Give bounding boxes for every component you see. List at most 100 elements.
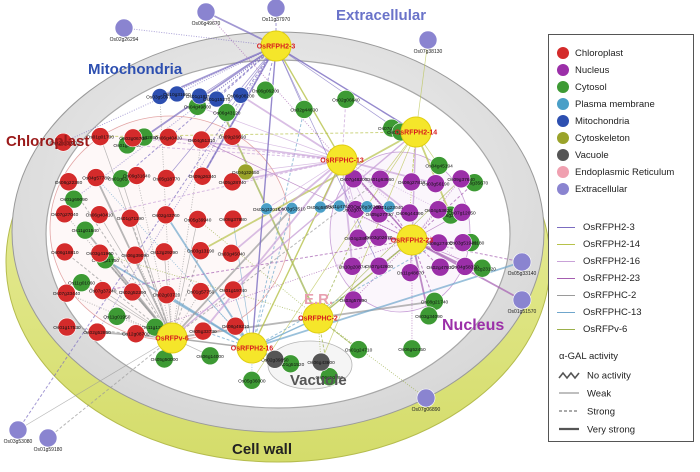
node-label: Os01g46960 (113, 143, 141, 149)
node-circle (416, 388, 436, 408)
node-label: Os02g44630 (290, 107, 318, 113)
node-circle (87, 322, 107, 342)
node-os08g27810: Os08g27810 (398, 172, 426, 192)
edge (99, 214, 173, 339)
legend-line (557, 277, 575, 279)
legend-label: Vacuole (575, 149, 609, 161)
edge (17, 337, 173, 431)
node-circle (402, 339, 422, 359)
node-circle (232, 86, 250, 104)
label-nucleus: Nucleus (442, 317, 504, 334)
node-label: Os02g07800 (342, 208, 370, 214)
node-label: Os03g57890 (339, 298, 367, 304)
node-circle (156, 205, 176, 225)
node-circle (400, 203, 419, 223)
node-circle (223, 127, 242, 146)
hub-osrfphc-2: OsRFPHC-2 (298, 302, 338, 334)
node-label: Os06g06200 (252, 88, 280, 94)
node-circle (123, 128, 143, 148)
legend-dot (557, 149, 569, 161)
node-os02g52290: Os02g52290 (119, 282, 147, 302)
node-os02g44630: Os02g44630 (290, 100, 318, 119)
node-label: Os01g15270 (203, 97, 231, 103)
legend-line (557, 328, 575, 330)
node-circle (123, 282, 142, 302)
node-os09g26690: Os09g26690 (219, 127, 246, 146)
node-os02g07800: Os02g07800 (342, 200, 370, 219)
node-label: Os01g63560 (366, 177, 394, 183)
legend-label: Mitochondria (575, 115, 630, 127)
node-label: Os04g57780 (82, 176, 110, 182)
node-os04g58320: Os04g58320 (451, 257, 479, 276)
node-circle (223, 209, 243, 229)
node-os02g13000: Os02g13000 (50, 132, 77, 152)
hub-label: OsRFPH2-16 (231, 346, 274, 353)
node-os10g20874: Os10g20874 (339, 256, 366, 276)
node-label: Os04g38670 (344, 236, 372, 242)
node-label: Os08g49210 (222, 324, 250, 330)
node-label: Os01g17530 (53, 325, 81, 331)
edge (66, 326, 173, 339)
node-circle (191, 282, 210, 301)
node-label: Os09g37640 (447, 177, 475, 183)
node-circle (285, 202, 299, 215)
node-os03g57890: Os03g57890 (339, 290, 367, 310)
node-os08g37980: Os08g37980 (219, 209, 247, 229)
node-circle (429, 233, 449, 253)
legend-bait-osrfph2-23: OsRFPH2-23 (557, 270, 640, 286)
legend-label: OsRFPHC-13 (583, 306, 642, 318)
node-circle (55, 242, 75, 262)
hub-edge (317, 239, 413, 319)
node-circle (90, 205, 109, 224)
label-chloroplast: Chloroplast (6, 133, 89, 150)
node-label: Os01g32010 (253, 207, 281, 213)
node-label: Os11g01540 (72, 228, 99, 234)
node-label: Os07g37240 (89, 289, 117, 295)
legend-location-extracellular: Extracellular (557, 181, 627, 197)
node-os01g71190: Os01g71190 (117, 208, 144, 228)
legend-activity: No activity Weak Strong Very strong (558, 371, 635, 436)
edge (320, 131, 417, 363)
node-label: Os06g22380 (55, 180, 83, 186)
node-circle (151, 88, 169, 105)
node-label: Os02g06640 (332, 97, 360, 103)
node-circle (127, 166, 146, 185)
legend-dot (557, 115, 569, 127)
node-os11g47620: Os11g47620 (326, 199, 353, 213)
hub-osrfph2-23: OsRFPH2-23 (391, 224, 433, 256)
node-label: Os07g48200 (340, 177, 368, 183)
node-os01g59180: Os01g59180 (34, 428, 63, 453)
node-circle (402, 172, 421, 192)
node-circle (419, 306, 439, 326)
legend-location-cytosol: Cytosol (557, 79, 607, 95)
node-circle (319, 367, 339, 387)
node-os01g01790: Os01g01790 (87, 127, 114, 146)
legend-location-mitochondria: Mitochondria (557, 113, 629, 129)
node-circle (418, 30, 438, 50)
node-label: Os04g53620 (424, 208, 452, 214)
node-label: Os03g50670 (146, 94, 174, 100)
node-os03g51940: Os03g51940 (449, 233, 477, 252)
node-os11g01540: Os11g01540 (72, 220, 99, 240)
edge (143, 45, 277, 138)
node-os04g51310: Os04g51310 (188, 130, 216, 150)
node-label: Os03g45040 (218, 251, 246, 257)
node-circle (343, 256, 362, 276)
node-label: Os07g27040 (51, 212, 79, 218)
legend-line (557, 294, 575, 296)
node-label: Os04g49800 (184, 104, 212, 110)
node-os05g39940: Os05g39940 (184, 210, 212, 229)
node-circle (196, 2, 216, 22)
legend-dot (557, 98, 569, 110)
node-os07g12050: Os07g12050 (448, 203, 476, 222)
edge (123, 27, 277, 47)
node-circle (114, 18, 134, 38)
legend-activity-very-strong: Very strong (559, 425, 635, 436)
node-os04g38670: Os04g38670 (344, 228, 372, 248)
hub-circle (326, 144, 358, 176)
legend-location-plasma-membrane: Plasma membrane (557, 96, 655, 112)
node-os06g52450: Os06g52450 (398, 339, 426, 359)
node-label: Os06g58220 (307, 205, 335, 211)
node-label: Os04g58320 (451, 264, 479, 270)
node-label: Os04g51310 (188, 138, 216, 144)
